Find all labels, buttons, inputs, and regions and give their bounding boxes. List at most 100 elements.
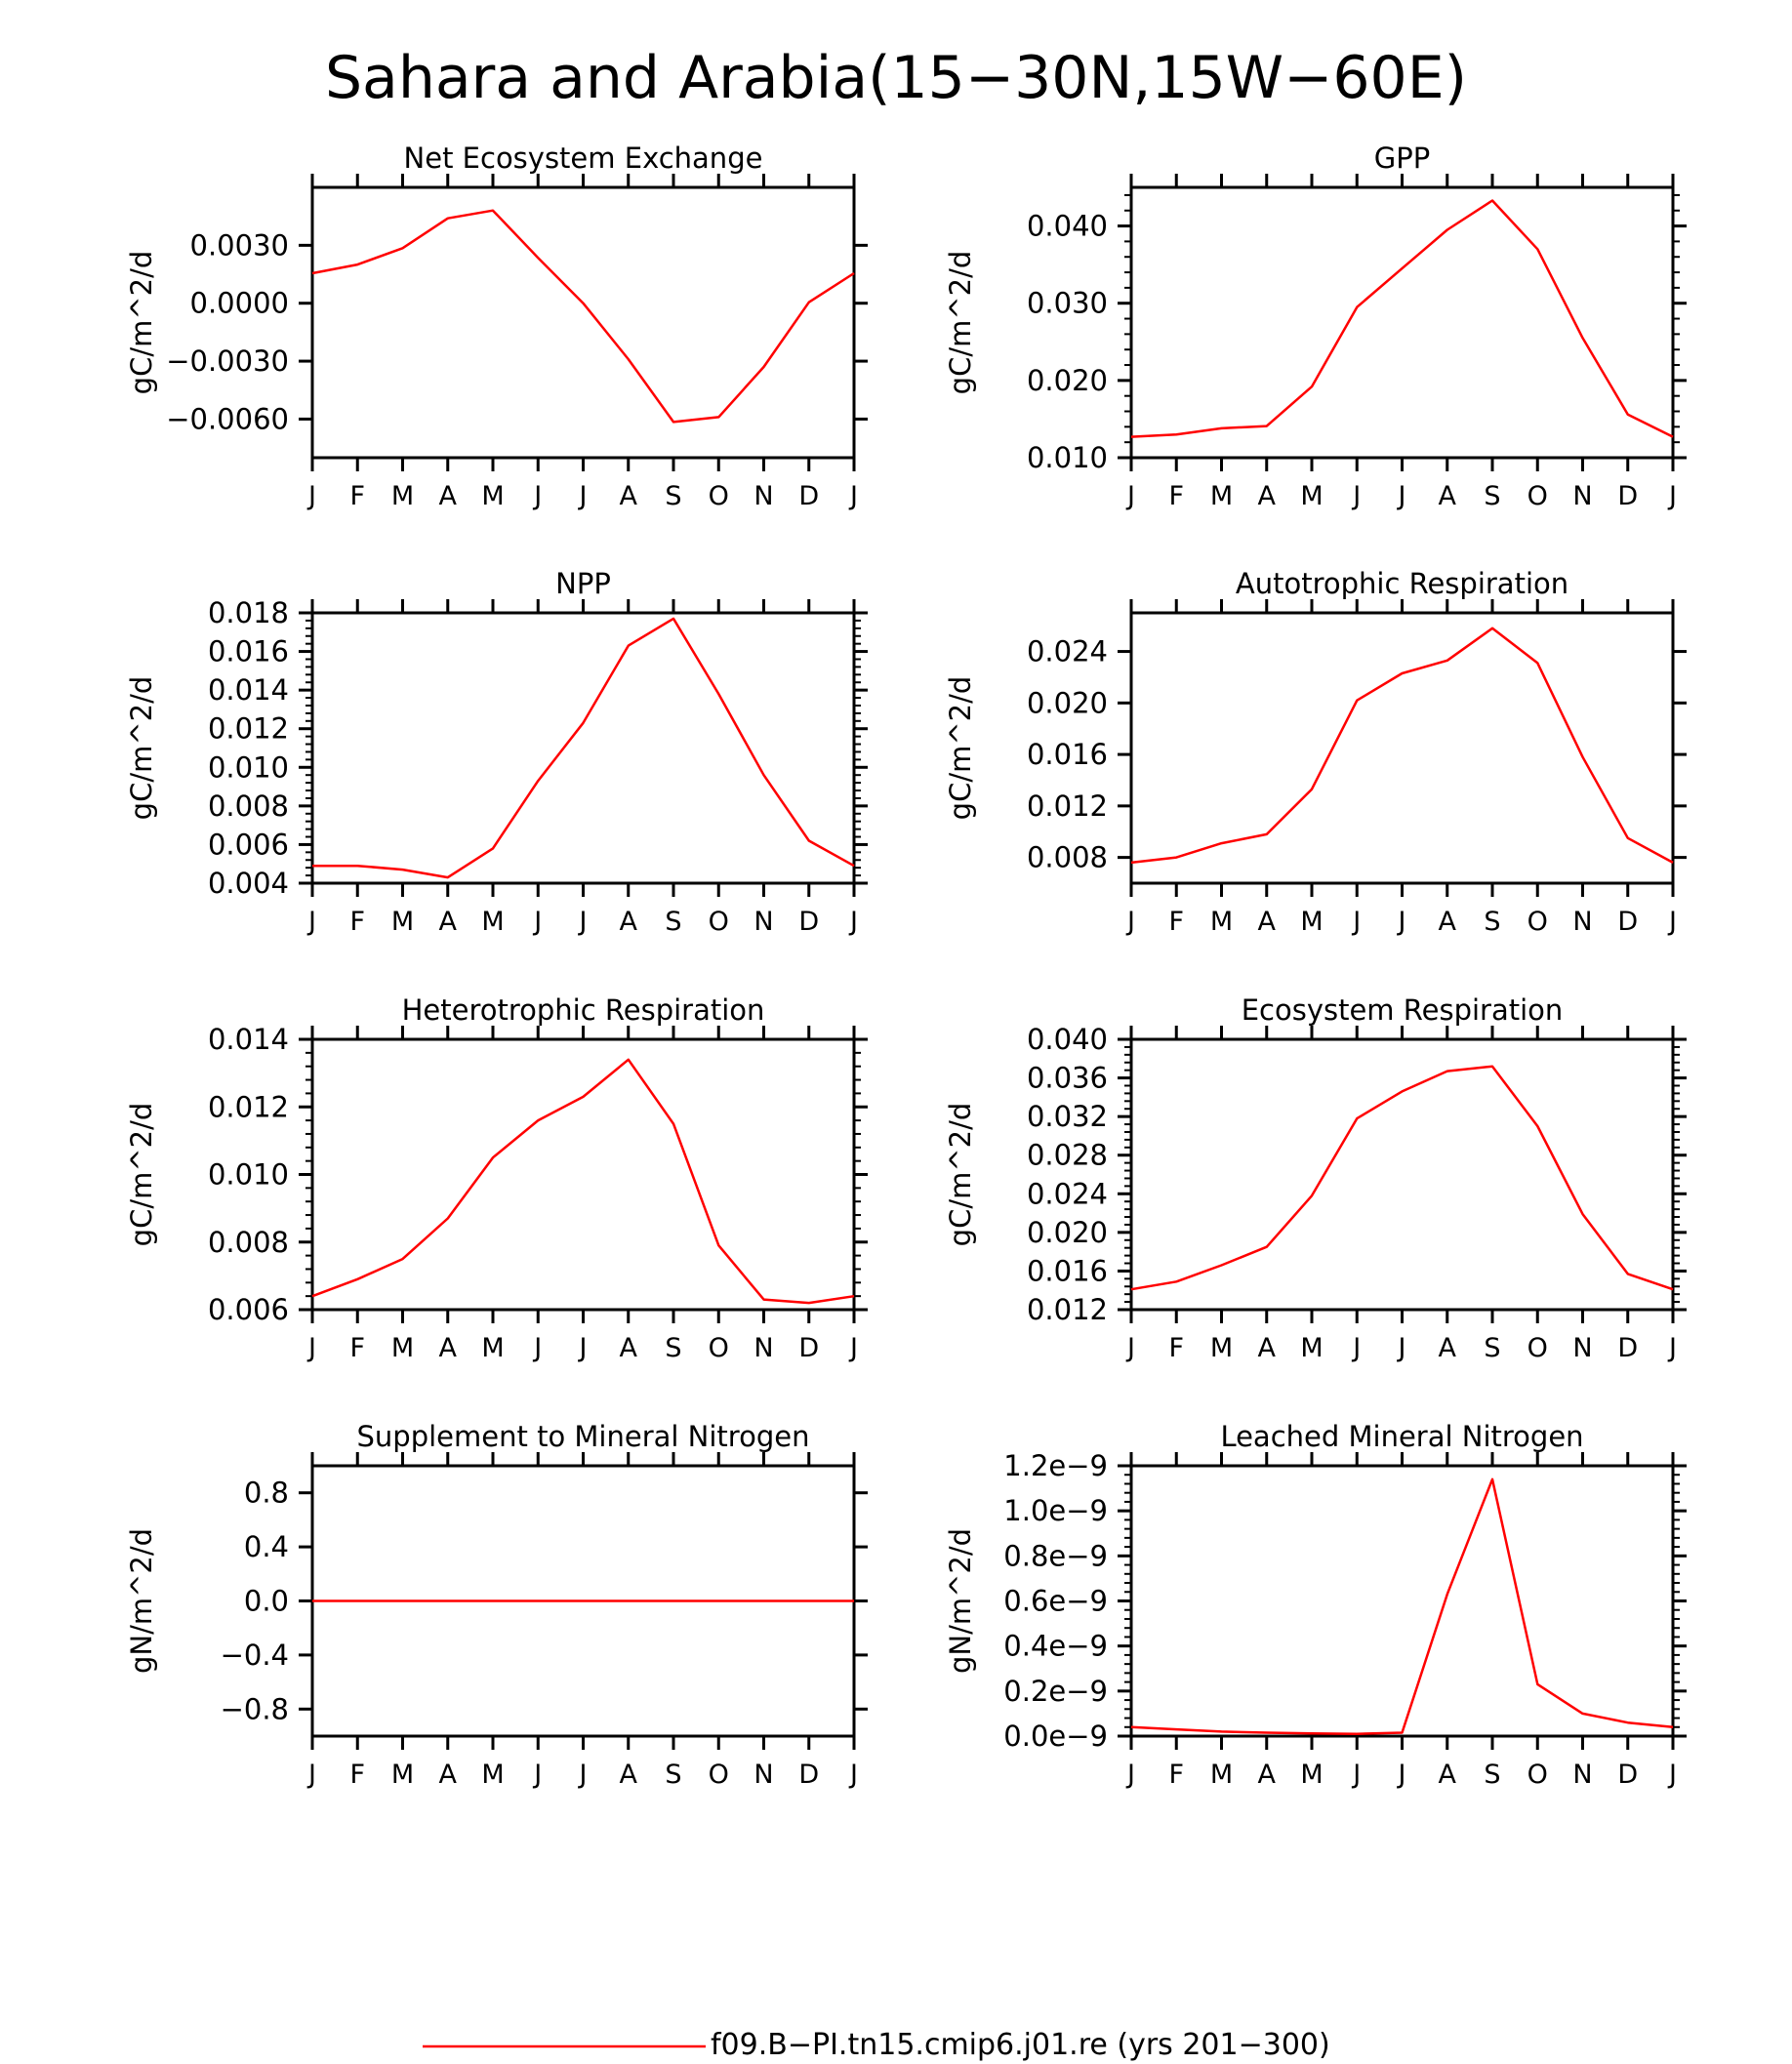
y-tick-label: 1.0e−9	[1003, 1494, 1108, 1527]
x-tick-label: A	[1439, 907, 1457, 937]
x-tick-label: F	[1168, 907, 1184, 937]
x-tick-label: J	[306, 481, 316, 511]
y-tick-label: 0.006	[208, 828, 289, 861]
x-tick-label: J	[1667, 907, 1677, 937]
series-line	[1130, 199, 1674, 438]
x-tick-label: S	[1484, 1760, 1500, 1790]
x-tick-label: N	[753, 1760, 773, 1790]
x-tick-label: O	[1527, 1333, 1548, 1363]
y-axis-label: gC/m^2/d	[944, 676, 977, 821]
y-tick-label: 0.6e−9	[1003, 1585, 1108, 1618]
y-tick-label: 0.010	[208, 1158, 289, 1192]
y-tick-label: 0.006	[208, 1293, 289, 1326]
x-tick-label: N	[1572, 481, 1592, 511]
x-tick-label: J	[848, 481, 858, 511]
x-tick-label: J	[1397, 907, 1406, 937]
x-tick-label: M	[1300, 907, 1323, 937]
y-tick-label: 0.032	[1027, 1100, 1108, 1133]
x-tick-label: A	[1258, 481, 1277, 511]
y-tick-label: 0.024	[1027, 1177, 1108, 1210]
y-tick-label: −0.4	[221, 1639, 289, 1672]
x-tick-label: J	[306, 1760, 316, 1790]
x-tick-label: M	[481, 1760, 504, 1790]
y-tick-label: 0.012	[1027, 789, 1108, 823]
y-tick-label: 0.012	[208, 712, 289, 746]
y-tick-label: −0.0030	[166, 344, 289, 378]
x-tick-label: J	[1351, 907, 1361, 937]
y-axis-label: gC/m^2/d	[944, 1103, 977, 1247]
x-tick-label: J	[578, 907, 588, 937]
plot-frame	[310, 185, 856, 460]
x-tick-label: D	[798, 1760, 819, 1790]
x-tick-label: O	[709, 1333, 729, 1363]
x-tick-label: S	[665, 1760, 681, 1790]
y-tick-label: 0.016	[1027, 1254, 1108, 1287]
x-tick-label: A	[439, 1760, 458, 1790]
y-tick-label: 0.010	[1027, 441, 1108, 474]
x-tick-label: J	[306, 1333, 316, 1363]
x-tick-label: J	[578, 481, 588, 511]
y-axis-label: gC/m^2/d	[944, 251, 977, 395]
x-tick-label: O	[709, 907, 729, 937]
panel-title: NPP	[555, 567, 611, 600]
y-tick-label: 0.008	[1027, 841, 1108, 874]
y-tick-label: 0.0000	[190, 287, 289, 320]
x-tick-label: J	[1351, 481, 1361, 511]
y-tick-label: 0.008	[208, 1226, 289, 1259]
y-tick-label: 0.020	[1027, 1216, 1108, 1249]
panel-title: Net Ecosystem Exchange	[404, 142, 763, 175]
x-tick-label: F	[349, 1760, 365, 1790]
x-tick-label: F	[1168, 481, 1184, 511]
series-line	[312, 617, 855, 879]
x-tick-label: N	[1572, 1760, 1592, 1790]
y-axis-label: gN/m^2/d	[125, 1528, 158, 1674]
x-tick-label: N	[1572, 1333, 1592, 1363]
x-tick-label: J	[848, 907, 858, 937]
plot-frame	[1129, 185, 1675, 460]
x-tick-label: M	[481, 481, 504, 511]
x-tick-label: S	[665, 481, 681, 511]
x-tick-label: D	[1617, 907, 1638, 937]
legend-label: f09.B−PI.tn15.cmip6.j01.re (yrs 201−300)	[711, 2028, 1330, 2062]
plot-frame	[1129, 611, 1675, 885]
x-tick-label: M	[1210, 1333, 1233, 1363]
series-line	[1130, 627, 1674, 865]
x-tick-label: J	[1397, 481, 1406, 511]
y-tick-label: 0.0	[244, 1585, 289, 1618]
y-tick-label: 0.004	[208, 867, 289, 900]
x-tick-label: M	[1210, 907, 1233, 937]
x-tick-label: D	[1617, 481, 1638, 511]
x-tick-label: J	[1667, 481, 1677, 511]
x-tick-label: N	[753, 907, 773, 937]
x-tick-label: N	[1572, 907, 1592, 937]
x-tick-label: J	[848, 1760, 858, 1790]
series-line	[311, 209, 855, 424]
plot-frame	[1129, 1464, 1675, 1738]
y-tick-label: 0.012	[1027, 1293, 1108, 1326]
x-tick-label: S	[1484, 907, 1500, 937]
x-tick-label: O	[1527, 907, 1548, 937]
y-tick-label: 0.016	[208, 635, 289, 668]
chart-panel: Supplement to Mineral Nitrogen gN/m^2/d J F…	[125, 1420, 868, 1790]
x-tick-label: D	[1617, 1760, 1638, 1790]
x-tick-label: J	[1667, 1333, 1677, 1363]
x-tick-label: O	[1527, 1760, 1548, 1790]
x-tick-label: F	[1168, 1760, 1184, 1790]
x-tick-label: A	[1439, 1333, 1457, 1363]
x-tick-label: J	[578, 1760, 588, 1790]
x-tick-label: A	[1439, 481, 1457, 511]
y-axis-label: gN/m^2/d	[944, 1528, 977, 1674]
x-tick-label: N	[753, 481, 773, 511]
x-tick-label: A	[1258, 1333, 1277, 1363]
y-tick-label: 0.4e−9	[1003, 1630, 1108, 1663]
y-tick-label: 0.0030	[190, 228, 289, 262]
x-tick-label: M	[391, 1760, 414, 1790]
x-tick-label: A	[439, 907, 458, 937]
y-tick-label: −0.0060	[166, 402, 289, 435]
x-tick-label: J	[1397, 1333, 1406, 1363]
y-tick-label: 0.036	[1027, 1062, 1108, 1095]
y-tick-label: 0.008	[208, 789, 289, 823]
